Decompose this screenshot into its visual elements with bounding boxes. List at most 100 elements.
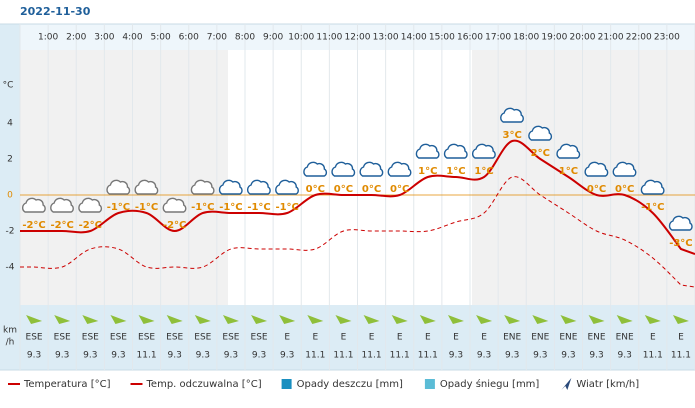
hour-label: 8:00 — [235, 33, 255, 43]
wind-arrow — [588, 315, 605, 324]
temp-label: -1°C — [247, 202, 270, 213]
wind-direction: E — [650, 333, 656, 343]
hour-label: 22:00 — [626, 33, 652, 43]
axis-panel — [0, 24, 20, 370]
wind-speed: 9.3 — [449, 351, 463, 361]
wind-speed: 9.3 — [83, 351, 97, 361]
wind-speed: 11.1 — [362, 351, 382, 361]
wind-direction: ESE — [26, 333, 43, 343]
cloud-icon — [415, 143, 440, 159]
hour-label: 23:00 — [654, 33, 680, 43]
wind-direction: ESE — [54, 333, 71, 343]
wind-arrow — [532, 315, 549, 324]
wind-direction: ENE — [503, 333, 521, 343]
wind-speed: 9.3 — [55, 351, 69, 361]
hour-label: 18:00 — [513, 33, 539, 43]
hour-label: 9:00 — [263, 33, 283, 43]
cloud-icon — [471, 143, 496, 159]
hour-label: 6:00 — [179, 33, 199, 43]
legend-label: Temperatura [°C] — [23, 379, 111, 390]
wind-direction: ESE — [138, 333, 155, 343]
wind-direction: E — [284, 333, 290, 343]
temp-label: 1°C — [559, 166, 578, 177]
series-line — [20, 139, 695, 255]
wind-arrow — [194, 315, 211, 324]
hour-label: 16:00 — [457, 33, 483, 43]
cloud-icon — [303, 161, 328, 177]
temp-label: 2°C — [531, 148, 550, 159]
temp-label: -1°C — [641, 202, 664, 213]
temp-label: -1°C — [219, 202, 242, 213]
wind-speed: 9.3 — [252, 351, 266, 361]
cloud-icon — [584, 161, 609, 177]
wind-arrow — [391, 315, 408, 324]
legend-wind-icon — [561, 378, 572, 390]
wind-direction: ENE — [559, 333, 577, 343]
temp-label: 1°C — [446, 166, 465, 177]
wind-unit: km — [3, 326, 17, 336]
date: 2022-11-30 — [20, 5, 91, 18]
hour-label: 12:00 — [345, 33, 371, 43]
wind-arrow — [504, 315, 521, 324]
wind-arrow — [476, 315, 493, 324]
wind-direction: ESE — [194, 333, 211, 343]
wind-speed: 9.3 — [196, 351, 210, 361]
wind-direction: ESE — [82, 333, 99, 343]
cloud-icon — [275, 179, 299, 195]
night-shade — [20, 50, 228, 305]
cloud-icon — [443, 143, 468, 159]
wind-speed: 11.1 — [418, 351, 438, 361]
cloud-icon — [246, 179, 271, 195]
cloud-icon — [556, 143, 581, 159]
wind-direction: ENE — [531, 333, 549, 343]
cloud-icon — [668, 215, 693, 231]
cloud-icon — [612, 161, 637, 177]
wind-speed: 9.3 — [280, 351, 294, 361]
wind-direction: E — [312, 333, 318, 343]
temp-label: -2°C — [22, 220, 45, 231]
cloud-icon — [528, 125, 553, 141]
wind-arrow — [616, 315, 633, 324]
wind-arrow — [672, 315, 689, 324]
hour-label: 2:00 — [66, 33, 86, 43]
wind-unit: /h — [6, 338, 15, 348]
wind-speed: 11.1 — [643, 351, 663, 361]
hour-label: 13:00 — [373, 33, 399, 43]
temp-label: 0°C — [362, 184, 381, 195]
wind-direction: ESE — [166, 333, 183, 343]
temp-label: -1°C — [107, 202, 130, 213]
wind-speed: 9.3 — [27, 351, 41, 361]
temp-label: -1°C — [135, 202, 158, 213]
temp-label: 0°C — [587, 184, 606, 195]
wind-speed: 9.3 — [589, 351, 603, 361]
wind-arrow — [560, 315, 577, 324]
night-shade — [472, 50, 695, 305]
legend-label: Opady deszczu [mm] — [297, 379, 403, 390]
wind-arrow — [222, 315, 239, 324]
cloud-icon — [387, 161, 412, 177]
wind-speed: 9.3 — [168, 351, 182, 361]
wind-arrow — [279, 315, 296, 324]
wind-direction: ESE — [110, 333, 127, 343]
wind-arrow — [447, 315, 464, 324]
y-tick-label: -4 — [6, 263, 15, 273]
wind-direction: E — [341, 333, 347, 343]
temp-label: -2°C — [79, 220, 102, 231]
wind-arrow — [82, 315, 99, 324]
wind-arrow — [419, 315, 436, 324]
cloud-icon — [21, 197, 46, 213]
temp-label: -3°C — [669, 238, 692, 249]
wind-speed: 9.3 — [618, 351, 632, 361]
wind-direction: ESE — [251, 333, 268, 343]
y-axis-label: °C — [3, 81, 14, 91]
wind-direction: E — [481, 333, 487, 343]
wind-speed: 11.1 — [305, 351, 325, 361]
wind-direction: E — [425, 333, 431, 343]
cloud-icon — [190, 179, 215, 195]
wind-direction: E — [678, 333, 684, 343]
cloud-icon — [106, 179, 131, 195]
temp-label: -1°C — [191, 202, 214, 213]
hour-label: 10:00 — [288, 33, 314, 43]
wind-arrow — [251, 315, 268, 324]
